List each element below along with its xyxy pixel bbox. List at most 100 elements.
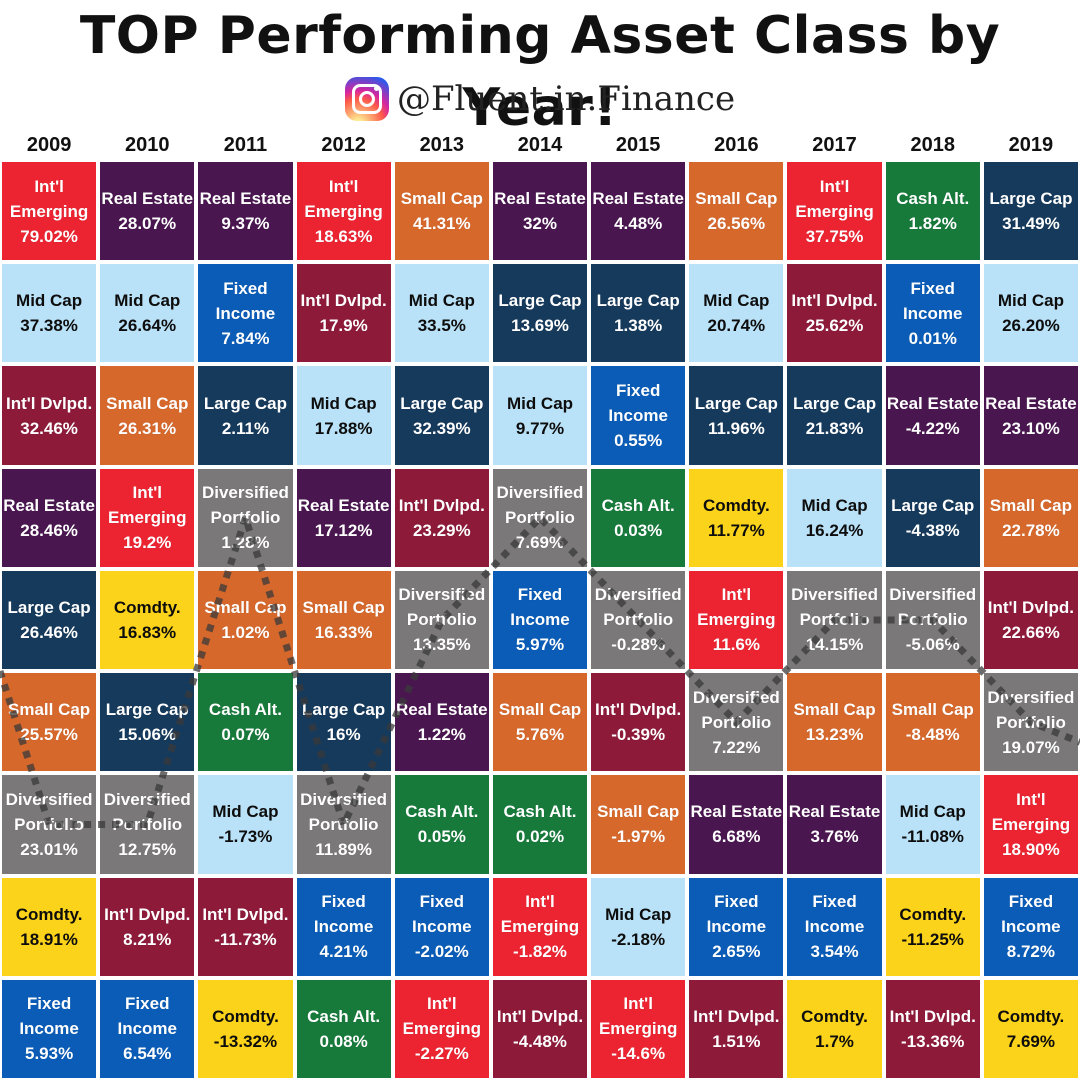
year-label-2019: 2019 xyxy=(1008,134,1054,156)
asset-return: 22.66% xyxy=(1002,622,1060,642)
asset-name: Small Cap xyxy=(989,495,1072,515)
asset-return: 3.76% xyxy=(810,827,859,847)
asset-name: Comdty. xyxy=(212,1006,279,1026)
asset-cell: Diversified Portfolio 13.35% xyxy=(394,570,489,670)
asset-name: Cash Alt. xyxy=(601,495,675,515)
asset-return: 7.84% xyxy=(221,328,270,348)
asset-return: 1.82% xyxy=(908,214,957,234)
asset-cell: Mid Cap 20.74% xyxy=(689,264,784,363)
asset-name: Mid Cap xyxy=(899,802,966,822)
asset-return: 17.88% xyxy=(314,418,373,438)
asset-return: 4.21% xyxy=(319,942,368,962)
asset-cell: Cash Alt. 0.07% xyxy=(198,673,293,772)
asset-name: Small Cap xyxy=(597,802,680,822)
asset-cell: Int'l Emerging 19.2% xyxy=(100,468,195,567)
asset-name: Int'l xyxy=(427,994,457,1014)
asset-return: 5.97% xyxy=(515,635,565,655)
asset-name: Large Cap xyxy=(203,393,288,413)
asset-return: 37.75% xyxy=(805,226,864,246)
page-title: TOP Performing Asset Class by Year! xyxy=(79,6,1001,138)
asset-return: 25.62% xyxy=(805,316,864,336)
asset-name: Real Estate xyxy=(297,495,390,515)
asset-cell: Large Cap 2.11% xyxy=(198,366,293,465)
asset-cell: Mid Cap 33.5% xyxy=(394,264,489,363)
asset-name: Int'l xyxy=(34,176,64,196)
asset-name: Int'l xyxy=(819,176,850,196)
asset-name: Income xyxy=(19,1019,79,1039)
asset-name: Int'l Dvlpd. xyxy=(987,597,1074,617)
asset-name: Diversified xyxy=(300,789,388,809)
asset-cell: Mid Cap -1.73% xyxy=(198,775,293,874)
asset-name: Income xyxy=(902,303,963,323)
asset-return: 19.2% xyxy=(123,533,172,553)
asset-name: Cash Alt. xyxy=(307,1006,381,1026)
asset-name: Diversified xyxy=(889,585,977,605)
asset-return: 11.96% xyxy=(707,418,765,438)
asset-return: 23.29% xyxy=(412,520,471,540)
asset-name: Comdty. xyxy=(15,904,83,924)
asset-name: Small Cap xyxy=(7,700,91,720)
asset-cell: Large Cap 21.83% xyxy=(787,366,882,465)
asset-return: 18.90% xyxy=(1002,839,1060,859)
asset-cell: Mid Cap 37.38% xyxy=(2,264,97,363)
asset-cell: Small Cap -1.97% xyxy=(591,775,686,874)
social-handle-row: @Fluent.in.Finance xyxy=(0,74,1080,124)
asset-return: 18.91% xyxy=(20,929,78,949)
asset-return: 5.93% xyxy=(24,1044,74,1064)
asset-cell: Int'l Dvlpd. -13.36% xyxy=(885,979,980,1078)
asset-return: -4.48% xyxy=(513,1031,567,1051)
asset-cell: Int'l Emerging -1.82% xyxy=(492,877,588,976)
asset-name: Emerging xyxy=(598,1019,678,1039)
asset-cell: Int'l Emerging 18.90% xyxy=(983,775,1078,874)
asset-cell: Fixed Income 5.97% xyxy=(492,570,588,670)
asset-return: -1.82% xyxy=(513,942,567,962)
asset-name: Mid Cap xyxy=(114,291,181,311)
social-handle: @Fluent.in.Finance xyxy=(396,79,736,119)
asset-return: -11.73% xyxy=(214,929,277,949)
asset-return: 37.38% xyxy=(20,316,78,336)
asset-return: -11.08% xyxy=(901,827,964,847)
asset-name: Real Estate xyxy=(886,393,979,413)
asset-return: 9.37% xyxy=(221,214,270,234)
asset-name: Income xyxy=(313,917,374,937)
asset-cell: Real Estate 6.68% xyxy=(689,775,784,874)
year-label-2009: 2009 xyxy=(26,134,72,156)
year-label-2011: 2011 xyxy=(223,134,268,156)
asset-return: 8.21% xyxy=(123,929,172,949)
asset-name: Large Cap xyxy=(989,189,1073,209)
asset-return: -13.36% xyxy=(901,1031,965,1051)
asset-return: -11.25% xyxy=(901,929,964,949)
asset-name: Cash Alt. xyxy=(896,189,970,209)
asset-cell: Int'l Emerging 37.75% xyxy=(787,162,882,261)
asset-cell: Fixed Income 8.72% xyxy=(983,877,1078,976)
asset-name: Diversified xyxy=(987,687,1075,707)
asset-cell: Fixed Income 7.84% xyxy=(198,264,293,363)
asset-name: Income xyxy=(804,917,865,937)
asset-return: 17.12% xyxy=(314,520,373,540)
asset-name: Int'l Dvlpd. xyxy=(202,904,289,924)
asset-cell: Real Estate 3.76% xyxy=(787,775,882,874)
asset-cell: Fixed Income 2.65% xyxy=(689,877,784,976)
asset-return: 26.20% xyxy=(1002,316,1060,336)
asset-name: Emerging xyxy=(402,1019,481,1039)
asset-cell: Fixed Income 6.54% xyxy=(100,979,195,1078)
asset-return: 1.51% xyxy=(712,1031,761,1051)
asset-return: -13.32% xyxy=(213,1031,278,1051)
asset-return: -8.48% xyxy=(905,725,960,745)
asset-return: 41.31% xyxy=(412,214,471,234)
asset-cell: Fixed Income 3.54% xyxy=(787,877,882,976)
asset-cell: Real Estate -4.22% xyxy=(885,366,980,465)
asset-cell: Int'l Dvlpd. 8.21% xyxy=(100,877,195,976)
asset-return: 31.49% xyxy=(1002,214,1060,234)
asset-name: Mid Cap xyxy=(310,393,377,413)
asset-cell: Small Cap 26.56% xyxy=(689,162,784,261)
asset-name: Mid Cap xyxy=(605,904,672,924)
asset-cell: Diversified Portfolio 1.28% xyxy=(198,468,293,567)
asset-cell: Small Cap 1.02% xyxy=(198,570,293,670)
asset-cell: Real Estate 28.07% xyxy=(100,162,195,261)
asset-return: 0.03% xyxy=(614,520,663,540)
asset-name: Portfolio xyxy=(505,508,575,528)
asset-name: Fixed xyxy=(321,892,366,912)
asset-class-grid: Int'l Emerging 79.02% Mid Cap 37.38% Int'l Dv… xyxy=(0,160,1080,1080)
asset-return: 21.83% xyxy=(805,418,864,438)
